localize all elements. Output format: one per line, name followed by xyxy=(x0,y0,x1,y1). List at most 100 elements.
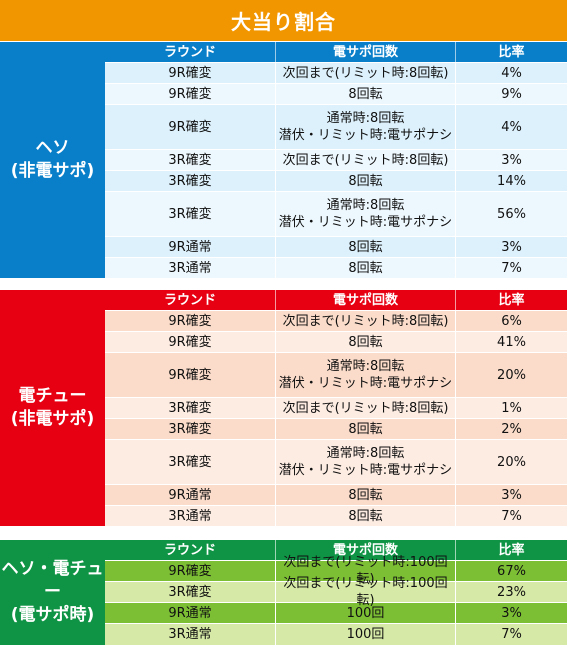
densapo-cell: 次回まで(リミット時:8回転) xyxy=(275,398,455,418)
section-label-line: (非電サポ) xyxy=(10,409,95,429)
section-label-line: (電サポ時) xyxy=(10,605,95,625)
ratio-cell: 14% xyxy=(455,171,567,191)
header-round: ラウンド xyxy=(163,292,216,308)
ratio-cell: 56% xyxy=(455,192,567,236)
densapo-cell: 100回 xyxy=(275,624,455,645)
densapo-cell: 通常時:8回転潜伏・リミット時:電サポナシ xyxy=(275,105,455,149)
densapo-cell: 次回まで(リミット時:8回転) xyxy=(275,150,455,170)
table-header-row: ラウンド 電サポ回数 比率 xyxy=(105,540,567,560)
densapo-line: 潜伏・リミット時:電サポナシ xyxy=(278,215,453,230)
densapo-cell: 次回まで(リミット時:100回転) xyxy=(275,576,455,608)
densapo-cell: 8回転 xyxy=(275,171,455,191)
round-cell: 3R確変 xyxy=(168,152,212,168)
table-row: 3R通常 100回 7% xyxy=(105,623,567,645)
densapo-cell: 通常時:8回転潜伏・リミット時:電サポナシ xyxy=(275,192,455,236)
ratio-section: ヘソ・電チュー (電サポ時) ラウンド 電サポ回数 比率 9R確変 次回まで(リミット時:1… xyxy=(0,540,567,645)
densapo-cell: 8回転 xyxy=(275,258,455,278)
ratio-cell: 1% xyxy=(455,398,567,418)
ratio-cell: 4% xyxy=(455,105,567,149)
densapo-line: 潜伏・リミット時:電サポナシ xyxy=(278,376,453,391)
header-ratio: 比率 xyxy=(455,540,567,560)
densapo-line: 潜伏・リミット時:電サポナシ xyxy=(278,128,453,143)
table-row: 9R確変 次回まで(リミット時:8回転) 4% xyxy=(105,62,567,83)
section-label-line: (非電サポ) xyxy=(10,161,95,181)
section-label-line: 電チュー xyxy=(18,386,87,406)
ratio-cell: 41% xyxy=(455,332,567,352)
ratio-cell: 3% xyxy=(455,237,567,257)
densapo-cell: 8回転 xyxy=(275,419,455,439)
round-cell: 9R確変 xyxy=(168,313,212,329)
round-cell: 9R確変 xyxy=(168,119,212,135)
table-row: 9R確変 8回転 41% xyxy=(105,331,567,352)
densapo-line: 通常時:8回転 xyxy=(326,446,405,461)
round-cell: 3R確変 xyxy=(168,206,212,222)
table-row: 3R確変 8回転 14% xyxy=(105,170,567,191)
ratio-cell: 7% xyxy=(455,624,567,645)
round-cell: 9R確変 xyxy=(168,367,212,383)
page-title: 大当り割合 xyxy=(0,0,567,41)
round-cell: 9R確変 xyxy=(168,65,212,81)
round-cell: 3R通常 xyxy=(168,508,212,524)
round-cell: 9R確変 xyxy=(168,334,212,350)
section-label: ヘソ・電チュー (電サポ時) xyxy=(0,540,105,645)
table-row: 9R確変 通常時:8回転潜伏・リミット時:電サポナシ 20% xyxy=(105,352,567,397)
round-cell: 9R確変 xyxy=(168,563,212,579)
densapo-cell: 通常時:8回転潜伏・リミット時:電サポナシ xyxy=(275,353,455,397)
table-header-row: ラウンド 電サポ回数 比率 xyxy=(105,42,567,62)
section-label: ヘソ (非電サポ) xyxy=(0,42,105,278)
round-cell: 3R確変 xyxy=(168,400,212,416)
densapo-cell: 通常時:8回転潜伏・リミット時:電サポナシ xyxy=(275,440,455,484)
round-cell: 3R確変 xyxy=(168,454,212,470)
round-cell: 9R通常 xyxy=(168,605,212,621)
ratio-table: ラウンド 電サポ回数 比率 9R確変 次回まで(リミット時:8回転) 6% 9R確変 8回転 4… xyxy=(105,290,567,526)
table-row: 3R確変 次回まで(リミット時:100回転) 23% xyxy=(105,576,567,608)
densapo-line: 潜伏・リミット時:電サポナシ xyxy=(278,463,453,478)
header-ratio: 比率 xyxy=(455,42,567,62)
table-row: 3R通常 8回転 7% xyxy=(105,257,567,278)
table-row: 9R通常 8回転 3% xyxy=(105,484,567,505)
densapo-cell: 次回まで(リミット時:8回転) xyxy=(275,311,455,331)
section-label-line: ヘソ xyxy=(35,138,70,158)
ratio-cell: 20% xyxy=(455,353,567,397)
header-round: ラウンド xyxy=(163,44,216,60)
ratio-cell: 4% xyxy=(455,63,567,83)
table-row: 9R確変 通常時:8回転潜伏・リミット時:電サポナシ 4% xyxy=(105,104,567,149)
ratio-section: ヘソ (非電サポ) ラウンド 電サポ回数 比率 9R確変 次回まで(リミット時:8回転) 4%… xyxy=(0,42,567,278)
table-row: 3R確変 通常時:8回転潜伏・リミット時:電サポナシ 56% xyxy=(105,191,567,236)
header-ratio: 比率 xyxy=(455,290,567,310)
ratio-section: 電チュー (非電サポ) ラウンド 電サポ回数 比率 9R確変 次回まで(リミット時:8回転)… xyxy=(0,290,567,526)
ratio-cell: 23% xyxy=(455,582,567,602)
densapo-line: 通常時:8回転 xyxy=(326,359,405,374)
ratio-cell: 67% xyxy=(455,561,567,581)
round-cell: 3R確変 xyxy=(168,421,212,437)
table-row: 9R通常 8回転 3% xyxy=(105,236,567,257)
table-row: 9R確変 次回まで(リミット時:100回転) 67% xyxy=(105,555,567,587)
header-round: ラウンド xyxy=(163,542,216,558)
table-row: 3R確変 通常時:8回転潜伏・リミット時:電サポナシ 20% xyxy=(105,439,567,484)
densapo-cell: 次回まで(リミット時:8回転) xyxy=(275,63,455,83)
table-row: 3R確変 8回転 2% xyxy=(105,418,567,439)
table-row: 3R通常 8回転 7% xyxy=(105,505,567,526)
round-cell: 3R確変 xyxy=(168,173,212,189)
densapo-line: 通常時:8回転 xyxy=(326,198,405,213)
densapo-cell: 8回転 xyxy=(275,332,455,352)
densapo-cell: 8回転 xyxy=(275,84,455,104)
densapo-line: 通常時:8回転 xyxy=(326,111,405,126)
ratio-cell: 3% xyxy=(455,603,567,623)
densapo-cell: 8回転 xyxy=(275,237,455,257)
round-cell: 9R確変 xyxy=(168,86,212,102)
round-cell: 3R通常 xyxy=(168,627,212,642)
round-cell: 9R通常 xyxy=(168,487,212,503)
ratio-cell: 7% xyxy=(455,258,567,278)
header-densapo: 電サポ回数 xyxy=(275,42,455,62)
section-label: 電チュー (非電サポ) xyxy=(0,290,105,526)
header-densapo: 電サポ回数 xyxy=(275,290,455,310)
ratio-cell: 6% xyxy=(455,311,567,331)
ratio-cell: 20% xyxy=(455,440,567,484)
table-row: 3R確変 次回まで(リミット時:8回転) 1% xyxy=(105,397,567,418)
header-densapo: 電サポ回数 xyxy=(275,540,455,560)
round-cell: 3R通常 xyxy=(168,260,212,276)
ratio-cell: 3% xyxy=(455,150,567,170)
ratio-cell: 3% xyxy=(455,485,567,505)
